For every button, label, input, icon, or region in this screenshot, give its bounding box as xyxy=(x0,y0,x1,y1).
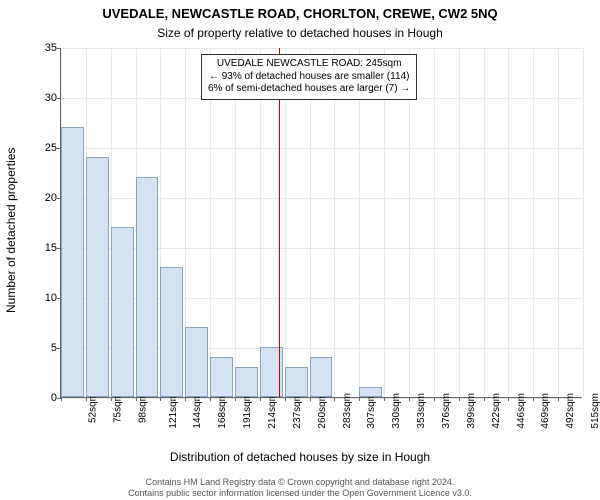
grid-line-v xyxy=(558,48,559,397)
xtick-label: 260sqm xyxy=(313,393,328,429)
grid-line-v xyxy=(434,48,435,397)
grid-line-v xyxy=(210,48,211,397)
grid-line-v xyxy=(508,48,509,397)
xtick-mark xyxy=(260,397,261,401)
xtick-label: 399sqm xyxy=(462,393,477,429)
xtick-mark xyxy=(484,397,485,401)
bar xyxy=(235,367,258,397)
xtick-label: 237sqm xyxy=(288,393,303,429)
xtick-mark xyxy=(86,397,87,401)
xtick-label: 353sqm xyxy=(412,393,427,429)
grid-line-v xyxy=(459,48,460,397)
bar xyxy=(185,327,208,397)
xtick-mark xyxy=(210,397,211,401)
grid-line-v xyxy=(285,48,286,397)
bar xyxy=(285,367,308,397)
grid-line-v xyxy=(533,48,534,397)
chart-subtitle: Size of property relative to detached ho… xyxy=(0,26,600,40)
xtick-mark xyxy=(235,397,236,401)
grid-line-v xyxy=(334,48,335,397)
ytick-label: 35 xyxy=(45,42,61,54)
bar xyxy=(61,127,84,397)
bar xyxy=(359,387,382,397)
ytick-label: 0 xyxy=(51,392,61,404)
xtick-mark xyxy=(508,397,509,401)
xtick-mark xyxy=(285,397,286,401)
bar xyxy=(310,357,333,397)
xtick-mark xyxy=(111,397,112,401)
ytick-label: 5 xyxy=(51,342,61,354)
grid-line-v xyxy=(384,48,385,397)
xtick-mark xyxy=(384,397,385,401)
annotation-box: UVEDALE NEWCASTLE ROAD: 245sqm← 93% of d… xyxy=(201,54,417,100)
xtick-label: 144sqm xyxy=(189,393,204,429)
grid-line-v xyxy=(235,48,236,397)
x-axis-label: Distribution of detached houses by size … xyxy=(0,450,600,464)
ytick-label: 25 xyxy=(45,142,61,154)
footer-credits: Contains HM Land Registry data © Crown c… xyxy=(0,477,600,498)
annotation-line: UVEDALE NEWCASTLE ROAD: 245sqm xyxy=(208,58,410,71)
grid-line-h xyxy=(61,48,582,49)
xtick-label: 168sqm xyxy=(213,393,228,429)
xtick-mark xyxy=(334,397,335,401)
grid-line-v xyxy=(583,48,584,397)
chart-container: UVEDALE, NEWCASTLE ROAD, CHORLTON, CREWE… xyxy=(0,0,600,500)
xtick-label: 376sqm xyxy=(437,393,452,429)
xtick-mark xyxy=(185,397,186,401)
bar xyxy=(160,267,183,397)
grid-line-v xyxy=(484,48,485,397)
footer-line: Contains HM Land Registry data © Crown c… xyxy=(0,477,600,487)
grid-line-h xyxy=(61,148,582,149)
marker-line xyxy=(279,48,280,397)
xtick-label: 121sqm xyxy=(164,393,179,429)
grid-line-v xyxy=(310,48,311,397)
ytick-label: 20 xyxy=(45,192,61,204)
ytick-label: 30 xyxy=(45,92,61,104)
y-axis-label: Number of detached properties xyxy=(4,148,18,313)
xtick-mark xyxy=(459,397,460,401)
xtick-label: 422sqm xyxy=(487,393,502,429)
xtick-mark xyxy=(310,397,311,401)
plot-area: 0510152025303552sqm75sqm98sqm121sqm144sq… xyxy=(60,48,582,398)
xtick-mark xyxy=(558,397,559,401)
grid-line-v xyxy=(359,48,360,397)
xtick-mark xyxy=(434,397,435,401)
xtick-label: 283sqm xyxy=(338,393,353,429)
footer-line: Contains public sector information licen… xyxy=(0,488,600,498)
bar xyxy=(210,357,233,397)
ytick-label: 15 xyxy=(45,242,61,254)
bar xyxy=(136,177,159,397)
bar xyxy=(111,227,134,397)
xtick-mark xyxy=(533,397,534,401)
annotation-line: ← 93% of detached houses are smaller (11… xyxy=(208,71,410,84)
xtick-label: 515sqm xyxy=(586,393,600,429)
bar xyxy=(86,157,109,397)
xtick-label: 446sqm xyxy=(512,393,527,429)
ytick-label: 10 xyxy=(45,292,61,304)
annotation-line: 6% of semi-detached houses are larger (7… xyxy=(208,83,410,96)
xtick-mark xyxy=(359,397,360,401)
xtick-mark xyxy=(61,397,62,401)
xtick-label: 191sqm xyxy=(238,393,253,429)
xtick-label: 469sqm xyxy=(537,393,552,429)
xtick-mark xyxy=(409,397,410,401)
xtick-mark xyxy=(160,397,161,401)
xtick-mark xyxy=(136,397,137,401)
chart-title: UVEDALE, NEWCASTLE ROAD, CHORLTON, CREWE… xyxy=(0,6,600,21)
xtick-label: 330sqm xyxy=(387,393,402,429)
grid-line-v xyxy=(260,48,261,397)
xtick-label: 214sqm xyxy=(263,393,278,429)
grid-line-v xyxy=(409,48,410,397)
xtick-label: 492sqm xyxy=(561,393,576,429)
xtick-label: 307sqm xyxy=(363,393,378,429)
